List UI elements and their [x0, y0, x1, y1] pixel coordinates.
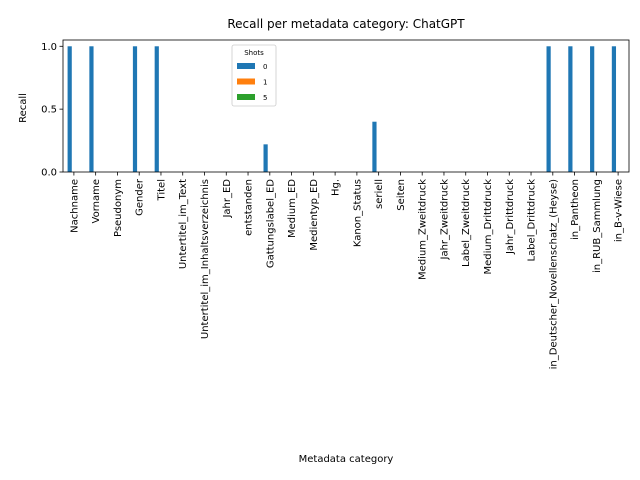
- legend-box: [231, 44, 277, 107]
- x-tick-label: Pseudonym: [113, 179, 124, 237]
- legend: Shots 0 1 5: [231, 44, 277, 107]
- x-tick-label: Medium_ED: [287, 179, 298, 238]
- x-tick-label: Medium_Drittdruck: [483, 179, 494, 275]
- x-tick-label: Seiten: [396, 179, 407, 211]
- x-tick-label: Gender: [135, 178, 146, 216]
- bar-0-Vorname: [89, 46, 94, 172]
- legend-label-0: 0: [263, 63, 267, 71]
- plot-area: 0.0 0.5 1.0 Nachname Vorname Pseudonym Gender T…: [41, 39, 630, 369]
- bar-0-Nachname: [67, 46, 72, 172]
- x-tick-label: Nachname: [69, 179, 80, 233]
- legend-label-5: 5: [263, 94, 267, 102]
- x-tick-label: in_Deutscher_Novellenschatz_(Heyse): [548, 179, 559, 369]
- x-tick-label: Jahr_ED: [222, 179, 233, 219]
- x-tick-label: Label_Drittdruck: [527, 179, 538, 262]
- x-tick-label: in_Pantheon: [570, 179, 581, 240]
- x-tick-label: Untertitel_im_Text: [178, 179, 189, 269]
- axes-frame: [62, 39, 630, 173]
- x-tick-label: in_RUB_Sammlung: [592, 179, 603, 273]
- bar-0-in_RUB_Sammlung: [590, 46, 595, 172]
- legend-label-1: 1: [263, 79, 267, 87]
- y-tick-label: 1.0: [41, 42, 57, 53]
- x-tick-label: seriell: [374, 179, 385, 209]
- x-tick-label: Vorname: [91, 179, 102, 223]
- legend-swatch-5: [237, 94, 255, 100]
- bar-0-in_Deutscher_Novellenschatz_(Heyse): [546, 46, 551, 172]
- y-tick-label: 0.5: [41, 105, 57, 116]
- y-axis-label: Recall: [18, 93, 29, 123]
- x-tick-label: Medientyp_ED: [309, 179, 320, 251]
- legend-swatch-0: [237, 63, 255, 69]
- bar-0-Gender: [132, 46, 138, 172]
- x-tick-label: Label_Zweitdruck: [461, 179, 472, 267]
- bar-0-Gattungslabel_ED: [263, 144, 268, 172]
- x-tick-label: Jahr_Drittdruck: [505, 179, 516, 255]
- x-tick-label: Medium_Zweitdruck: [418, 179, 429, 280]
- x-tick-label: Hg.: [331, 179, 342, 196]
- chart-title: Recall per metadata category: ChatGPT: [227, 17, 465, 31]
- bar-0-Titel: [154, 46, 159, 172]
- x-tick-label: Gattungslabel_ED: [265, 179, 276, 268]
- x-tick-label: entstanden: [244, 179, 255, 236]
- bar-0-in_B-v-Wiese: [611, 46, 617, 172]
- x-tick-label: Titel: [156, 179, 167, 201]
- legend-title: Shots: [244, 49, 264, 57]
- legend-swatch-1: [237, 78, 255, 85]
- bar-0-seriell: [372, 121, 377, 172]
- x-tick-label: in_B-v-Wiese: [614, 179, 625, 242]
- x-tick-label: Jahr_Zweitdruck: [439, 179, 450, 261]
- series-0: [67, 46, 617, 172]
- x-axis-label: Metadata category: [299, 454, 394, 465]
- bar-0-in_Pantheon: [568, 46, 573, 172]
- x-tick-label: Untertitel_im_Inhaltsverzeichnis: [200, 179, 211, 339]
- x-tick-label: Kanon_Status: [352, 179, 363, 247]
- y-tick-label: 0.0: [41, 168, 57, 179]
